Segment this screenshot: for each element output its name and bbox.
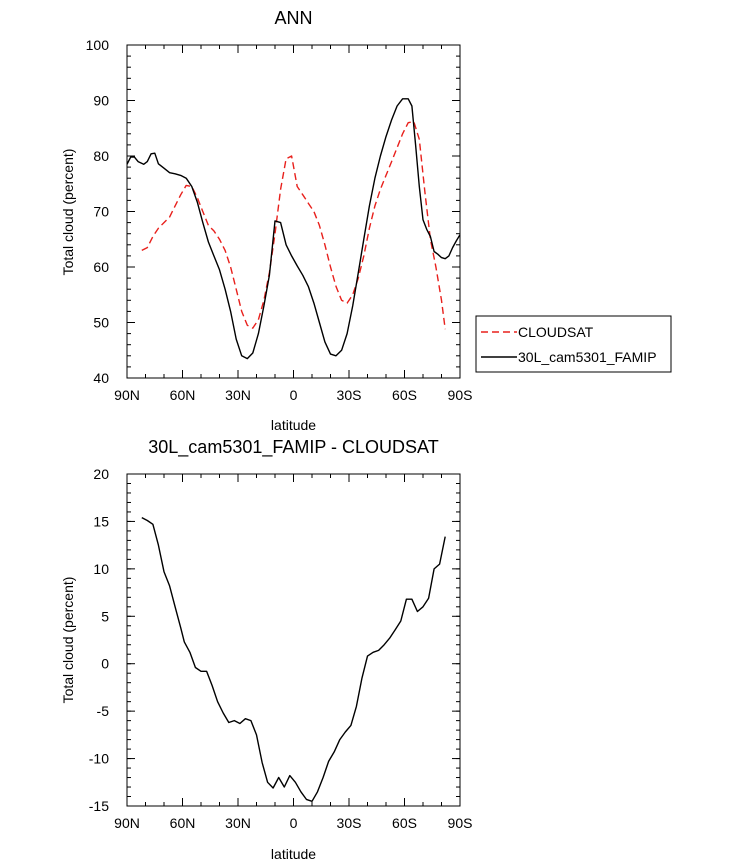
top-y-axis-label: Total cloud (percent) [60, 149, 76, 276]
top-ticks: 90N 60N 30N 0 30S 60S 90S 40 50 60 70 80 90 100 [86, 37, 473, 403]
bottom-x-tick-label: 90S [448, 815, 473, 831]
top-y-tick-label: 80 [93, 148, 109, 164]
bottom-panel: 30L_cam5301_FAMIP - CLOUDSAT Total cloud… [60, 437, 472, 862]
top-plot-frame [126, 44, 461, 379]
top-series-line-30l-cam5301-famip [126, 98, 461, 360]
bottom-series-line-difference [141, 516, 446, 802]
bottom-y-tick-label: 0 [101, 656, 109, 672]
bottom-y-tick-label: 10 [93, 561, 109, 577]
bottom-y-tick-label: -5 [97, 703, 110, 719]
bottom-x-tick-label: 30N [225, 815, 251, 831]
bottom-y-tick-label: 15 [93, 513, 109, 529]
top-y-tick-label: 50 [93, 315, 109, 331]
top-y-tick-label: 100 [86, 37, 110, 53]
bottom-x-tick-label: 60N [170, 815, 196, 831]
bottom-x-tick-label: 90N [114, 815, 140, 831]
bottom-y-tick-label: -15 [89, 798, 109, 814]
bottom-series-lines [141, 516, 446, 802]
bottom-x-axis-label: latitude [271, 846, 316, 862]
top-x-tick-label: 90S [448, 387, 473, 403]
bottom-y-tick-label: -10 [89, 751, 109, 767]
top-x-tick-label: 60N [170, 387, 196, 403]
bottom-x-tick-label: 30S [337, 815, 362, 831]
top-y-tick-label: 40 [93, 370, 109, 386]
top-x-tick-label: 0 [290, 387, 298, 403]
top-x-tick-label: 60S [392, 387, 417, 403]
bottom-ticks: 90N 60N 30N 0 30S 60S 90S -15 -10 -5 0 5 10 15 20 [89, 466, 473, 831]
legend: CLOUDSAT 30L_cam5301_FAMIP [475, 315, 672, 373]
top-series-line-cloudsat [141, 120, 446, 330]
top-y-tick-label: 60 [93, 259, 109, 275]
top-x-tick-label: 30S [337, 387, 362, 403]
legend-label-cloudsat: CLOUDSAT [518, 324, 594, 340]
top-series-lines [126, 98, 461, 360]
top-y-tick-label: 70 [93, 204, 109, 220]
top-chart-title: ANN [274, 8, 312, 28]
bottom-y-axis-label: Total cloud (percent) [60, 577, 76, 704]
bottom-x-tick-label: 60S [392, 815, 417, 831]
top-y-tick-label: 90 [93, 93, 109, 109]
bottom-plot-frame [126, 473, 461, 807]
bottom-y-tick-label: 20 [93, 466, 109, 482]
top-x-tick-label: 90N [114, 387, 140, 403]
bottom-chart-title: 30L_cam5301_FAMIP - CLOUDSAT [148, 437, 438, 458]
top-x-tick-label: 30N [225, 387, 251, 403]
top-x-axis-label: latitude [271, 417, 316, 433]
legend-label-model: 30L_cam5301_FAMIP [518, 349, 657, 365]
bottom-y-tick-label: 5 [101, 608, 109, 624]
bottom-x-tick-label: 0 [290, 815, 298, 831]
legend-box [475, 315, 672, 373]
top-panel: ANN Total cloud (percent) latitude 90N 60… [60, 8, 472, 433]
